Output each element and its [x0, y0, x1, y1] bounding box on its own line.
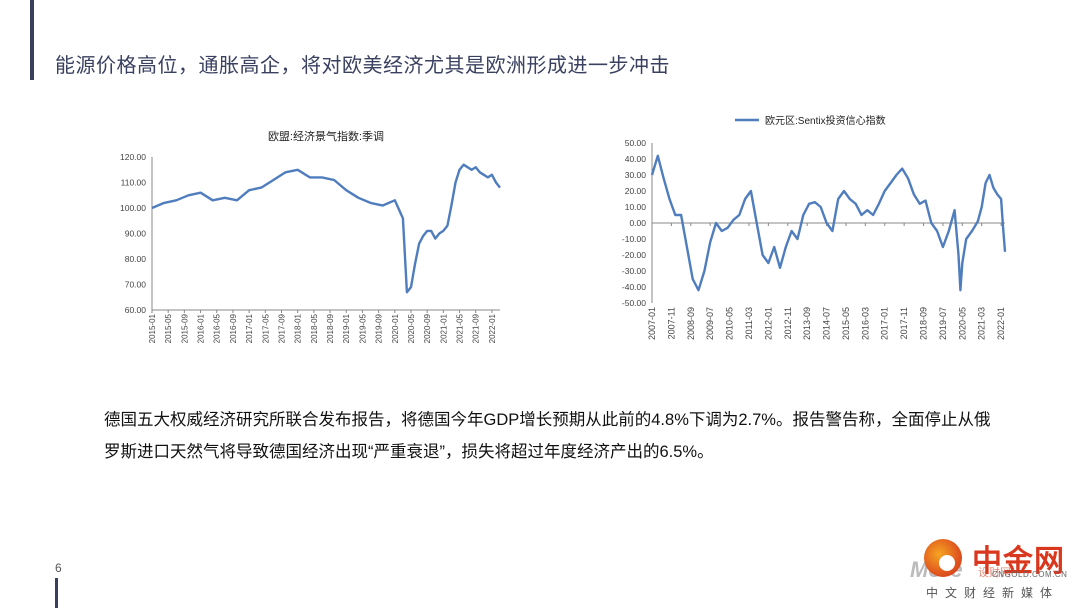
x-tick-label: 2012-01: [763, 307, 773, 340]
x-tick-label: 2015-01: [148, 313, 157, 343]
cngold-logo: More 中金网 设财网 CNGOLD.COM.CN 中文财经新媒体: [910, 534, 1080, 608]
x-tick-label: 2012-11: [783, 307, 793, 339]
x-tick-label: 2016-09: [229, 313, 238, 343]
logo-overlay-text: 设财网: [978, 567, 1011, 579]
y-tick-label: -20.00: [622, 250, 646, 260]
y-tick-label: 0.00: [629, 218, 646, 228]
x-tick-label: 2019-05: [358, 313, 367, 343]
y-tick-label: -30.00: [622, 266, 646, 276]
x-tick-label: 2018-09: [326, 313, 335, 343]
y-tick-label: 120.00: [120, 152, 146, 162]
x-tick-label: 2017-11: [899, 307, 909, 339]
footer-accent-bar: [55, 578, 58, 608]
series-line: [151, 163, 501, 294]
x-tick-label: 2021-01: [439, 313, 448, 343]
body-paragraph: 德国五大权威经济研究所联合发布报告，将德国今年GDP增长预期从此前的4.8%下调…: [104, 411, 991, 461]
x-tick-label: 2015-09: [180, 313, 189, 343]
x-tick-label: 2020-05: [407, 313, 416, 343]
x-tick-label: 2021-09: [472, 313, 481, 343]
y-tick-label: 50.00: [625, 138, 647, 148]
legend-label: 欧元区:Sentix投资信心指数: [765, 114, 886, 127]
y-tick-label: -50.00: [622, 298, 646, 308]
x-tick-label: 2013-09: [802, 307, 812, 340]
x-tick-label: 2011-03: [744, 307, 754, 339]
y-tick-label: -40.00: [622, 282, 646, 292]
y-tick-label: 70.00: [125, 280, 147, 290]
eu-sentiment-chart: 欧盟:经济景气指数:季调 60.00 70.00 80.00 90.00 100.00 11…: [120, 129, 501, 343]
y-tick-label: 20.00: [625, 186, 647, 196]
y-tick-label: 40.00: [625, 154, 647, 164]
x-tick-label: 2016-03: [860, 307, 870, 340]
y-tick-label: 80.00: [125, 254, 147, 264]
y-tick-label: 100.00: [120, 203, 146, 213]
x-tick-label: 2018-05: [310, 313, 319, 343]
x-tick-label: 2019-09: [375, 313, 384, 343]
x-tick-label: 2016-01: [197, 313, 206, 343]
slide-title: 能源价格高位，通胀高企，将对欧美经济尤其是欧洲形成进一步冲击: [55, 55, 670, 77]
x-tick-label: 2015-05: [164, 313, 173, 343]
x-tick-label: 2022-01: [488, 313, 497, 343]
x-tick-label: 2018-01: [294, 313, 303, 343]
y-tick-label: 60.00: [125, 305, 147, 315]
chart-title: 欧盟:经济景气指数:季调: [268, 129, 384, 143]
x-tick-label: 2019-07: [938, 307, 948, 340]
x-tick-label: 2015-05: [841, 307, 851, 340]
y-tick-label: 30.00: [625, 170, 647, 180]
y-tick-label: -10.00: [622, 234, 646, 244]
x-tick-label: 2021-03: [977, 307, 987, 340]
x-tick-label: 2007-11: [666, 307, 676, 339]
x-tick-label: 2022-01: [996, 307, 1006, 340]
x-tick-label: 2017-01: [880, 307, 890, 340]
x-tick-label: 2007-01: [647, 307, 657, 340]
x-tick-label: 2020-09: [423, 313, 432, 343]
x-tick-label: 2020-01: [391, 313, 400, 343]
logo-subtitle: 中文财经新媒体: [926, 586, 1060, 600]
sentix-chart: 欧元区:Sentix投资信心指数 50.00 40.00 30.00 20.00 10.0…: [622, 114, 1007, 340]
title-accent-bar: [30, 0, 34, 80]
y-tick-label: 110.00: [121, 178, 147, 188]
x-tick-label: 2017-05: [261, 313, 270, 343]
y-tick-label: 90.00: [125, 229, 147, 239]
x-tick-label: 2019-01: [342, 313, 351, 343]
x-tick-label: 2020-05: [957, 307, 967, 340]
x-tick-label: 2008-09: [686, 307, 696, 340]
x-tick-label: 2018-09: [919, 307, 929, 340]
x-tick-label: 2014-07: [822, 307, 832, 340]
x-tick-label: 2009-07: [705, 307, 715, 340]
logo-url: CNGOLD.COM.CN: [992, 570, 1068, 579]
y-tick-label: 10.00: [625, 202, 647, 212]
x-tick-label: 2021-05: [456, 313, 465, 343]
x-tick-label: 2017-09: [277, 313, 286, 343]
x-tick-label: 2016-05: [213, 313, 222, 343]
logo-emblem-icon: [924, 539, 962, 577]
page-number: 6: [55, 561, 62, 575]
logo-name: 中金网: [972, 544, 1065, 579]
x-tick-label: 2010-05: [725, 307, 735, 340]
x-tick-label: 2017-01: [245, 313, 254, 343]
